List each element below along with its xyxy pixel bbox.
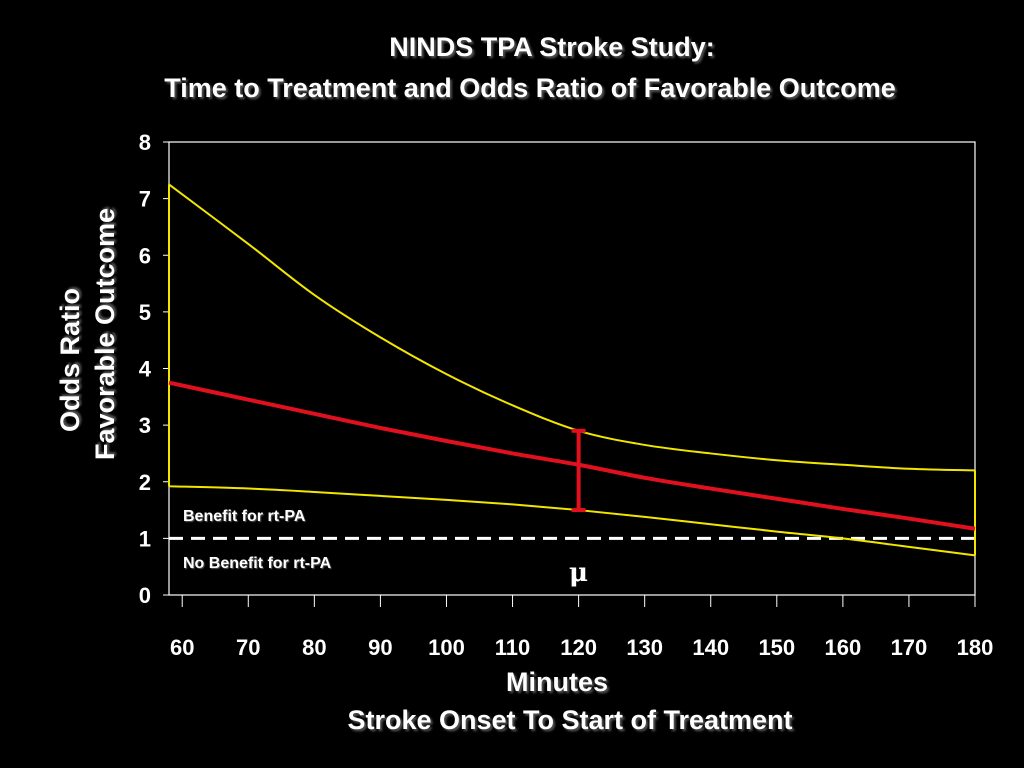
mu-annotation: μ <box>569 558 589 588</box>
x-tick-label: 90 <box>368 635 392 660</box>
y-axis-title-line-1: Odds Ratio <box>55 288 85 433</box>
no-benefit-annotation: No Benefit for rt-PA <box>183 555 332 572</box>
x-tick-label: 100 <box>428 635 465 660</box>
x-tick-label: 140 <box>692 635 729 660</box>
plot-frame <box>168 141 976 596</box>
x-tick-label: 80 <box>302 635 326 660</box>
y-tick-label: 4 <box>139 357 152 382</box>
y-tick-label: 3 <box>139 413 151 438</box>
x-tick-label: 180 <box>957 635 994 660</box>
x-tick-label: 170 <box>891 635 928 660</box>
x-tick-label: 60 <box>170 635 194 660</box>
benefit-annotation: Benefit for rt-PA <box>183 508 306 525</box>
x-tick-label: 160 <box>825 635 862 660</box>
chart-title-line-1: NINDS TPA Stroke Study: <box>389 32 715 62</box>
x-tick-label: 150 <box>758 635 795 660</box>
y-tick-label: 6 <box>139 243 151 268</box>
y-tick-label: 7 <box>139 187 151 212</box>
odds-ratio-estimate-line <box>168 380 976 531</box>
x-tick-label: 120 <box>560 635 597 660</box>
upper-ci-line <box>168 183 976 472</box>
x-axis-title-line-2: Stroke Onset To Start of Treatment <box>347 705 793 735</box>
x-tick-label: 130 <box>626 635 663 660</box>
x-tick-label: 70 <box>236 635 260 660</box>
y-tick-label: 2 <box>139 470 151 495</box>
x-axis-title-line-1: Minutes <box>505 667 608 697</box>
y-tick-label: 5 <box>139 300 151 325</box>
y-tick-label: 8 <box>139 130 151 155</box>
y-axis-title-line-2: Favorable Outcome <box>90 207 120 460</box>
chart-title-line-2: Time to Treatment and Odds Ratio of Favo… <box>164 73 896 103</box>
y-tick-label: 0 <box>139 583 151 608</box>
x-tick-label: 110 <box>495 635 531 660</box>
y-tick-label: 1 <box>139 526 151 551</box>
